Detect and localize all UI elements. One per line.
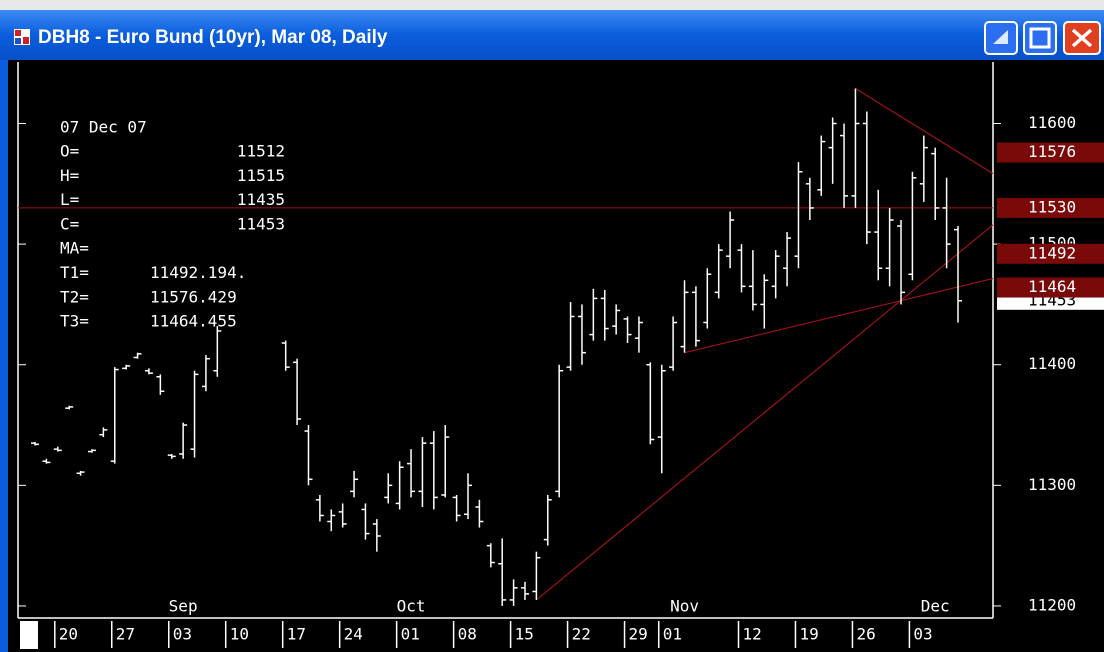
trendline (855, 88, 994, 175)
x-tick-label: 03 (913, 625, 932, 644)
info-label: C= (60, 214, 79, 233)
y-tick-label: 11200 (1028, 595, 1076, 614)
info-value: 11515 (237, 166, 285, 185)
trend-marker (997, 142, 1104, 163)
minimize-button[interactable] (984, 21, 1018, 55)
x-tick-label: 22 (572, 625, 591, 644)
info-label: O= (60, 142, 79, 161)
trend-marker (997, 243, 1104, 264)
trend-marker-label: 11464 (1028, 277, 1076, 296)
trendline (684, 277, 994, 354)
x-tick-label: 08 (458, 625, 477, 644)
month-label: Oct (397, 597, 426, 616)
trend-marker-label: 11492 (1028, 243, 1076, 262)
maximize-button[interactable] (1023, 21, 1057, 55)
x-tick-label: 03 (173, 625, 192, 644)
x-tick-label: 24 (344, 625, 363, 644)
x-tick-label: 19 (799, 625, 818, 644)
hline-marker-label: 11530 (1028, 197, 1076, 216)
month-label: Nov (670, 597, 699, 616)
x-tick-label: 29 (629, 625, 648, 644)
info-label: L= (60, 190, 79, 209)
window-title: DBH8 - Euro Bund (10yr), Mar 08, Daily (38, 27, 388, 48)
x-tick-label: 26 (856, 625, 875, 644)
info-label: T3= (60, 312, 89, 331)
info-value: 11435 (237, 190, 285, 209)
info-label: H= (60, 166, 79, 185)
month-label: Sep (169, 597, 198, 616)
info-label: T1= (60, 263, 89, 282)
info-label: MA= (60, 239, 89, 258)
scroll-thumb[interactable] (20, 621, 38, 649)
info-value: 11492.194. (150, 263, 246, 282)
x-tick-label: 15 (515, 625, 534, 644)
hline-marker (997, 197, 1104, 218)
top-strip (0, 0, 1104, 10)
y-tick-label: 11400 (1028, 354, 1076, 373)
info-value: 11512 (237, 142, 285, 161)
x-tick-label: 17 (287, 625, 306, 644)
x-tick-label: 10 (230, 625, 249, 644)
info-value: 11453 (237, 214, 285, 233)
x-tick-label: 01 (663, 625, 682, 644)
y-tick-label: 11300 (1028, 475, 1076, 494)
trend-marker (997, 277, 1104, 298)
info-date: 07 Dec 07 (60, 118, 147, 137)
x-tick-label: 20 (59, 625, 78, 644)
title-bar (0, 10, 1104, 60)
info-value: 11576.429 (150, 287, 237, 306)
y-tick-label: 11600 (1028, 113, 1076, 132)
month-label: Dec (921, 597, 950, 616)
trend-marker-label: 11576 (1028, 142, 1076, 161)
app-icon (14, 29, 30, 45)
info-label: T2= (60, 287, 89, 306)
x-tick-label: 12 (742, 625, 761, 644)
chart-area (8, 60, 1104, 652)
close-button[interactable] (1063, 21, 1101, 55)
info-value: 11464.455 (150, 312, 237, 331)
x-tick-label: 27 (116, 625, 135, 644)
x-tick-label: 01 (401, 625, 420, 644)
trendline (536, 224, 994, 601)
